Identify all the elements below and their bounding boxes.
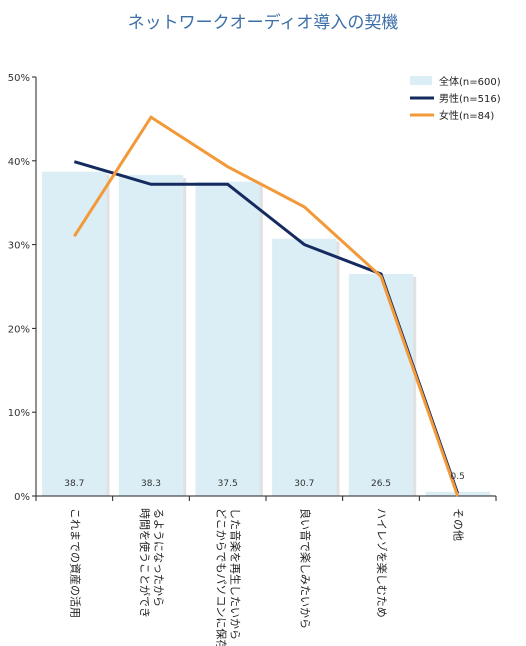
y-tick-label: 30% <box>8 241 30 252</box>
y-tick-label: 0% <box>14 492 30 503</box>
category-label: これまでの資産の活用 <box>68 508 81 618</box>
category-label: るようになったから <box>152 508 165 607</box>
data-label: 30.7 <box>294 479 314 489</box>
legend-swatch-bar <box>410 76 432 85</box>
legend-label: 全体(n=600) <box>439 75 501 88</box>
series-line-female <box>73 115 460 497</box>
bar <box>118 175 184 496</box>
category-label: どこからでもパソコンに保存 <box>215 508 229 646</box>
data-label: 38.3 <box>141 479 161 489</box>
category-label: その他 <box>452 508 465 541</box>
legend-label: 女性(n=84) <box>439 109 494 122</box>
bar <box>195 181 260 496</box>
axes-layer: 0% 10% 20% 30% 40% 50% <box>8 73 497 503</box>
category-label: 良い音で楽しみたいから <box>298 508 312 629</box>
labels-layer: 38.7 38.3 37.5 30.7 26.5 0.5 これまでの資産の活用 時間を使うこと… <box>64 472 465 646</box>
y-tick-label: 50% <box>8 73 30 84</box>
legend: 全体(n=600) 男性(n=516) 女性(n=84) <box>410 75 501 122</box>
lines-layer <box>73 115 460 497</box>
y-tick-label: 20% <box>8 324 30 335</box>
data-label: 0.5 <box>451 472 465 482</box>
data-label: 26.5 <box>371 479 391 489</box>
data-label: 38.7 <box>64 479 84 489</box>
legend-label: 男性(n=516) <box>439 92 501 105</box>
y-tick-label: 10% <box>8 408 30 419</box>
bar <box>272 238 337 496</box>
y-tick-label: 40% <box>8 157 30 168</box>
category-label: した音楽を再生したいから <box>229 508 243 640</box>
chart-title: ネットワークオーディオ導入の契機 <box>127 13 399 33</box>
data-label: 37.5 <box>218 479 238 489</box>
bar <box>42 171 107 496</box>
category-label: ハイレゾを楽しむため <box>375 508 388 618</box>
bar <box>348 273 414 496</box>
category-label: 時間を使うことができ <box>138 508 152 618</box>
bars-layer <box>42 171 493 496</box>
